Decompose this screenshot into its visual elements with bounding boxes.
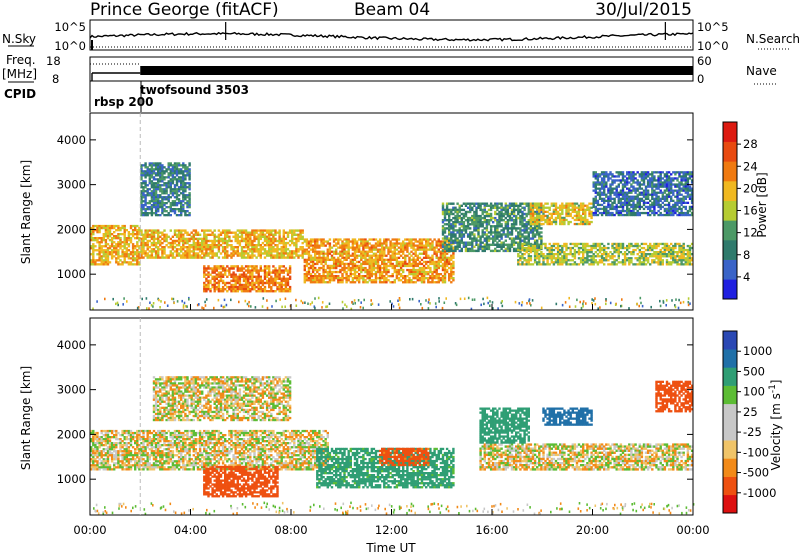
xtick-label: 12:00 xyxy=(375,523,408,537)
nave-tick-bottom: 0 xyxy=(697,72,704,86)
xtick-label: 04:00 xyxy=(174,523,207,537)
freq-tick-top: 18 xyxy=(46,54,61,68)
velocity-heatmap xyxy=(90,376,694,515)
xtick-label: 16:00 xyxy=(475,523,508,537)
power-colorbar-label: 4 xyxy=(743,270,750,284)
power-colorbar-label: 24 xyxy=(743,159,758,173)
velocity-ytick-label: 4000 xyxy=(57,338,86,352)
xtick-label: 00:00 xyxy=(73,523,106,537)
freq-label: Freq. xyxy=(6,53,36,67)
velocity-colorbar-label: 25 xyxy=(743,405,758,419)
power-heatmap xyxy=(90,162,693,310)
velocity-colorbar-swatch xyxy=(723,495,737,514)
velocity-colorbar-label: 100 xyxy=(743,385,765,399)
nsky-tick-top: 10^5 xyxy=(54,20,86,34)
velocity-colorbar-swatch xyxy=(723,367,737,386)
station-title: Prince George (fitACF) xyxy=(90,0,279,20)
power-ytick-label: 4000 xyxy=(57,133,86,147)
nsky-trace xyxy=(90,22,693,50)
power-colorbar-label: Power [dB] xyxy=(755,172,769,237)
nave-tick-top: 60 xyxy=(697,54,712,68)
power-colorbar-swatch xyxy=(723,279,737,299)
power-ytick-label: 3000 xyxy=(57,178,86,192)
velocity-ytick-label: 3000 xyxy=(57,383,86,397)
power-colorbar-swatch xyxy=(723,142,737,162)
velocity-colorbar-swatch xyxy=(723,477,737,496)
power-colorbar-label: 8 xyxy=(743,248,750,262)
power-colorbar-swatch xyxy=(723,260,737,280)
velocity-colorbar-label: 1000 xyxy=(743,344,772,358)
power-colorbar-swatch xyxy=(723,220,737,240)
velocity-colorbar-swatch xyxy=(723,331,737,350)
velocity-ytick-label: 2000 xyxy=(57,427,86,441)
date-title: 30/Jul/2015 xyxy=(595,0,692,20)
x-axis-label: Time UT xyxy=(365,541,416,554)
power-colorbar-swatch xyxy=(723,181,737,201)
power-colorbar-swatch xyxy=(723,161,737,181)
xtick-label: 08:00 xyxy=(274,523,307,537)
freq-unit: [MHz] xyxy=(2,67,37,81)
velocity-colorbar-swatch xyxy=(723,349,737,368)
nsky-line xyxy=(90,33,693,41)
velocity-colorbar-swatch xyxy=(723,404,737,423)
nsearch-label: N.Search xyxy=(746,32,800,46)
velocity-colorbar-swatch xyxy=(723,422,737,441)
power-colorbar-label: 28 xyxy=(743,137,758,151)
xtick-label: 20:00 xyxy=(576,523,609,537)
power-ytick-label: 2000 xyxy=(57,222,86,236)
velocity-colorbar-label: -1000 xyxy=(743,486,776,500)
power-ytick-label: 1000 xyxy=(57,267,86,281)
nsky-label: N.Sky xyxy=(2,32,36,46)
cpid-label: CPID xyxy=(4,87,36,101)
nsky-tick-bottom: 10^0 xyxy=(54,39,86,53)
cpid-entry-twofsound: twofsound 3503 xyxy=(140,83,249,97)
velocity-colorbar-swatch xyxy=(723,458,737,477)
velocity-colorbar-swatch xyxy=(723,440,737,459)
nsky-right-tick-bottom: 10^0 xyxy=(697,39,729,53)
power-ylabel: Slant Range [km] xyxy=(19,160,33,264)
freq-twofsound-band xyxy=(140,66,693,75)
freq-nave-trace xyxy=(90,64,693,81)
cpid-entry-rbsp: rbsp 200 xyxy=(94,95,153,109)
velocity-ytick-label: 1000 xyxy=(57,472,86,486)
velocity-colorbar-label: Velocity [m s-1] xyxy=(768,380,783,471)
power-colorbar-swatch xyxy=(723,240,737,260)
nsky-right-tick-top: 10^5 xyxy=(697,20,729,34)
xtick-label: 00:00 xyxy=(676,523,709,537)
freq-tick-bottom: 8 xyxy=(52,72,59,86)
nave-label: Nave xyxy=(746,64,777,78)
beam-title: Beam 04 xyxy=(354,0,430,20)
velocity-colorbar-label: -500 xyxy=(743,466,769,480)
velocity-colorbar-label: 500 xyxy=(743,364,765,378)
velocity-colorbar-swatch xyxy=(723,386,737,405)
velocity-colorbar-label: -25 xyxy=(743,425,762,439)
velocity-colorbar-label: -100 xyxy=(743,445,769,459)
velocity-ylabel: Slant Range [km] xyxy=(19,366,33,470)
power-colorbar-swatch xyxy=(723,201,737,221)
power-colorbar-swatch xyxy=(723,122,737,142)
